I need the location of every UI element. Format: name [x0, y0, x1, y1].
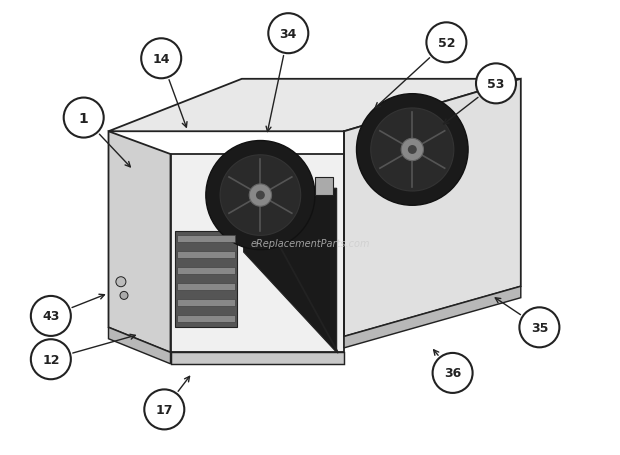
Bar: [177, 268, 235, 274]
Text: 52: 52: [438, 37, 455, 50]
Text: 53: 53: [487, 78, 505, 91]
Text: 34: 34: [280, 28, 297, 40]
Polygon shape: [108, 328, 171, 364]
Circle shape: [256, 191, 265, 200]
Circle shape: [520, 308, 559, 348]
Bar: [177, 251, 235, 258]
Circle shape: [31, 296, 71, 336]
Bar: [177, 299, 235, 307]
Circle shape: [116, 277, 126, 287]
Polygon shape: [108, 80, 521, 132]
Bar: [175, 231, 237, 328]
Circle shape: [476, 64, 516, 104]
Circle shape: [408, 146, 417, 155]
Text: 12: 12: [42, 353, 60, 366]
Circle shape: [401, 139, 423, 161]
Text: eReplacementParts.com: eReplacementParts.com: [250, 238, 370, 248]
Bar: [177, 283, 235, 290]
Text: 1: 1: [79, 111, 89, 125]
Circle shape: [249, 185, 272, 207]
Text: 14: 14: [153, 53, 170, 66]
Circle shape: [268, 14, 308, 54]
Circle shape: [427, 23, 466, 63]
Circle shape: [220, 156, 301, 236]
Circle shape: [120, 292, 128, 300]
Circle shape: [206, 141, 315, 250]
Text: 17: 17: [156, 403, 173, 416]
Circle shape: [371, 109, 454, 192]
Circle shape: [64, 98, 104, 138]
Polygon shape: [344, 287, 521, 348]
Bar: [177, 235, 235, 242]
Circle shape: [433, 353, 472, 393]
Circle shape: [141, 39, 181, 79]
FancyBboxPatch shape: [314, 177, 333, 196]
Circle shape: [31, 339, 71, 379]
Polygon shape: [244, 189, 337, 353]
Polygon shape: [170, 353, 344, 364]
Bar: [177, 316, 235, 323]
Polygon shape: [344, 80, 521, 337]
Polygon shape: [108, 132, 171, 353]
Circle shape: [144, 389, 184, 430]
Polygon shape: [170, 155, 344, 353]
Circle shape: [356, 95, 468, 206]
Text: 36: 36: [444, 367, 461, 379]
Text: 35: 35: [531, 321, 548, 334]
Text: 43: 43: [42, 310, 60, 323]
